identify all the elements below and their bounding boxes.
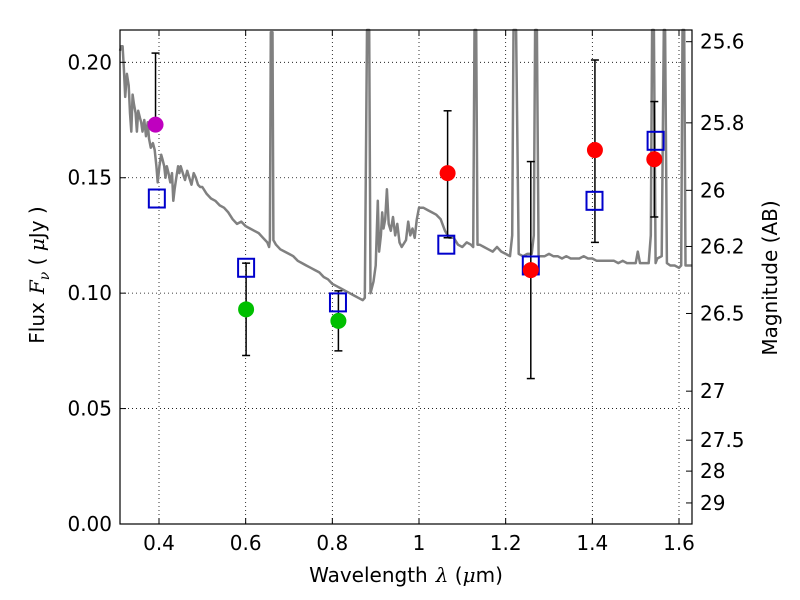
model-band-square xyxy=(237,257,256,278)
x-tick-label: 1.2 xyxy=(490,531,522,555)
y-axis-title-prefix: Flux xyxy=(25,302,49,344)
x-tick-label: 0.4 xyxy=(143,531,175,555)
observed-point xyxy=(522,262,539,279)
y-axis-symbol: F xyxy=(25,279,49,295)
y-axis-unit-open: ( xyxy=(25,251,49,272)
x-axis-unit-rest: m) xyxy=(476,563,503,587)
observed-point xyxy=(238,301,255,318)
mag-tick-label: 27 xyxy=(700,379,725,403)
x-axis-symbol: λ xyxy=(435,563,449,587)
spectrum-layer xyxy=(118,28,692,302)
x-axis-unit-open: ( xyxy=(448,563,462,587)
observed-point xyxy=(147,116,164,133)
x-tick-label: 0.6 xyxy=(230,531,262,555)
mag-tick-label: 26 xyxy=(700,178,725,202)
spectrum-line xyxy=(118,28,692,302)
x-tick-label: 1.4 xyxy=(576,531,608,555)
observed-points-layer xyxy=(147,116,663,329)
model-band-square xyxy=(328,292,347,313)
x-axis-title-prefix: Wavelength xyxy=(309,563,428,587)
model-band-square xyxy=(585,190,604,211)
x-tick-label: 1 xyxy=(413,531,426,555)
observed-point xyxy=(330,312,347,329)
x-axis-unit-mu: μ xyxy=(463,563,476,587)
y-tick-label: 0.10 xyxy=(67,281,112,305)
y-tick-label: 0.05 xyxy=(67,397,112,421)
x-tick-label: 1.6 xyxy=(663,531,695,555)
mag-tick-label: 26.2 xyxy=(700,234,745,258)
x-axis-title: Wavelength λ (μm) xyxy=(309,563,503,587)
observed-point xyxy=(439,165,456,182)
model-band-square xyxy=(437,234,456,255)
errorbar-layer xyxy=(151,52,659,380)
y-axis-unit-mu: μ xyxy=(25,238,49,251)
grid xyxy=(120,30,692,524)
tick-layer: 0.4 0.6 0.8 1 1.2 1.4 1.6 0.00 0.05 0.10 0.15 0.20 2… xyxy=(67,30,744,555)
mag-tick-label: 28 xyxy=(700,459,725,483)
y2-axis-title: Magnitude (AB) xyxy=(758,200,782,355)
model-band-square xyxy=(147,188,166,209)
observed-point xyxy=(586,142,603,159)
mag-tick-label: 25.6 xyxy=(700,30,745,54)
y-axis-title: Flux Fν ( μJy ) xyxy=(25,206,53,343)
y-axis-unit-rest: Jy ) xyxy=(25,206,49,240)
model-band-layer xyxy=(147,130,665,313)
mag-tick-label: 25.8 xyxy=(700,111,745,135)
y-axis-symbol-sub: ν xyxy=(37,271,53,280)
mag-tick-label: 26.5 xyxy=(700,301,745,325)
mag-tick-label: 27.5 xyxy=(700,428,745,452)
observed-point xyxy=(646,151,663,168)
x-tick-label: 0.8 xyxy=(316,531,348,555)
model-band-square xyxy=(646,130,665,151)
y-tick-label: 0.20 xyxy=(67,50,112,74)
mag-tick-label: 29 xyxy=(700,491,725,515)
y-tick-label: 0.00 xyxy=(67,512,112,536)
y-tick-label: 0.15 xyxy=(67,166,112,190)
plot-frame xyxy=(119,29,693,525)
